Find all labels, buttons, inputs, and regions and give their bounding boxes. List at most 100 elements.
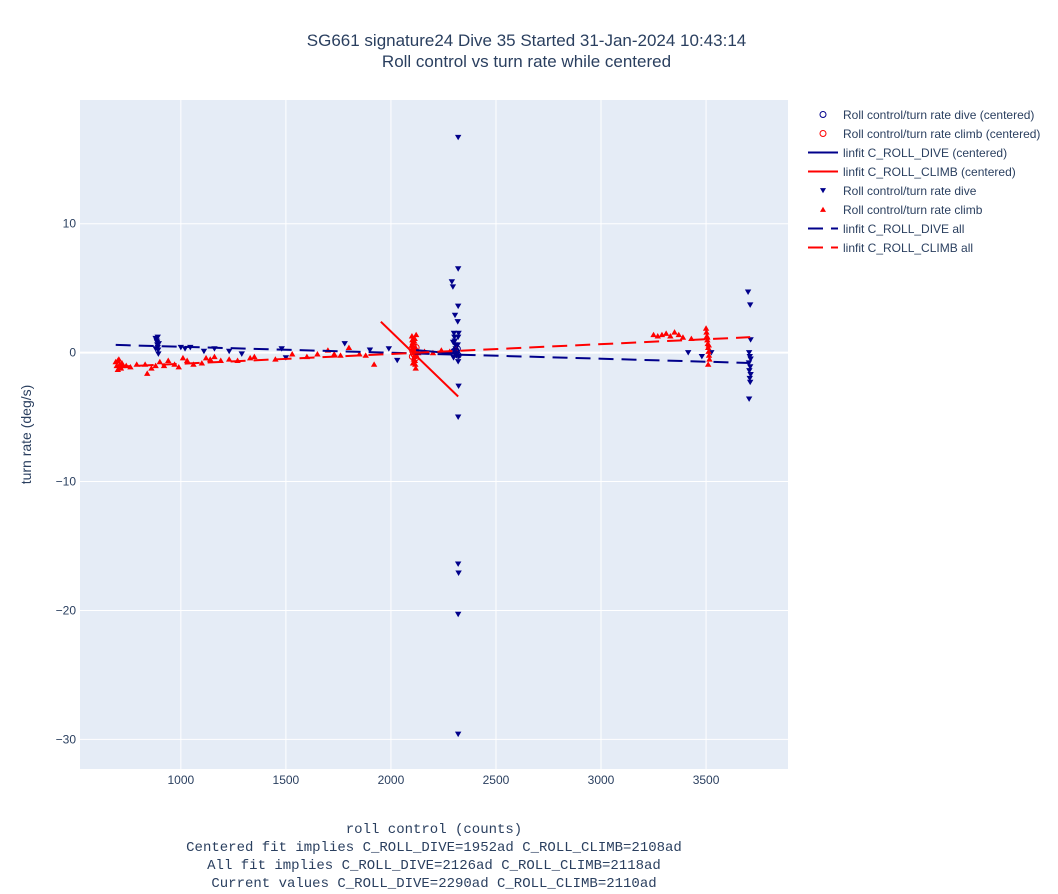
climb-point (409, 360, 417, 366)
climb-point (202, 354, 210, 361)
climb-point (704, 361, 712, 367)
dive-point (454, 414, 462, 420)
climb-point (314, 351, 321, 357)
legend-item[interactable]: linfit C_ROLL_CLIMB all (805, 238, 1040, 257)
dive-point (454, 134, 462, 141)
legend-symbol-icon (819, 130, 827, 137)
legend-item[interactable]: Roll control/turn rate climb (805, 200, 1040, 219)
climb-point (331, 351, 338, 357)
legend-item[interactable]: linfit C_ROLL_DIVE all (805, 219, 1040, 238)
plot-area (80, 100, 788, 769)
dive-point (454, 731, 462, 738)
legend-symbol-icon (808, 151, 838, 154)
dive-point (747, 372, 754, 378)
x-axis-label-line2: Centered fit implies C_ROLL_DIVE=1952ad … (186, 840, 682, 856)
dive-point (698, 353, 706, 360)
dive-point (454, 342, 461, 348)
x-tick-label: 2000 (378, 773, 405, 787)
y-tick-label: 10 (63, 217, 77, 231)
legend-label: linfit C_ROLL_CLIMB (centered) (843, 164, 1016, 179)
legend-label: Roll control/turn rate dive (843, 183, 977, 198)
dive-point (746, 379, 754, 386)
y-tick-label: 0 (69, 346, 76, 360)
legend-item[interactable]: Roll control/turn rate dive (centered) (805, 105, 1040, 124)
climb-point (114, 357, 122, 363)
dive-point (238, 351, 245, 357)
climb-point (288, 351, 296, 357)
climb-point (662, 330, 670, 336)
x-tick-label: 3500 (693, 773, 720, 787)
chart-title: SG661 signature24 Dive 35 Started 31-Jan… (80, 30, 973, 72)
climb-point (705, 352, 713, 358)
legend-label: linfit C_ROLL_CLIMB all (843, 240, 974, 255)
centered-point (819, 111, 827, 118)
x-tick-label: 1500 (273, 773, 300, 787)
dive-point (448, 279, 456, 285)
dive-point (449, 339, 457, 346)
dive-point (685, 350, 692, 356)
dive-point (744, 289, 752, 295)
dive-point (385, 346, 393, 352)
climb-point (179, 354, 187, 361)
dive-point (455, 330, 462, 337)
dive-point (745, 350, 753, 356)
climb-point (702, 325, 710, 331)
climb-point (225, 356, 233, 362)
series (380, 320, 459, 398)
legend-item[interactable]: Roll control/turn rate dive (805, 181, 1040, 200)
climb-point (412, 331, 420, 338)
climb-point (679, 334, 687, 340)
legend-symbol-icon (808, 170, 838, 173)
dive-point (746, 368, 753, 374)
climb-point (820, 206, 826, 212)
fit-line (115, 336, 751, 368)
climb-point (667, 333, 674, 339)
climb-point (704, 334, 711, 340)
legend-item[interactable]: Roll control/turn rate climb (centered) (805, 124, 1040, 143)
dive-point (455, 383, 462, 390)
y-tick-label: −10 (56, 475, 77, 489)
dive-point (154, 334, 161, 341)
legend[interactable]: Roll control/turn rate dive (centered) Ro… (805, 105, 1040, 257)
series (115, 336, 751, 368)
climb-point (705, 348, 712, 354)
dive-point (451, 312, 459, 319)
x-axis-label-line4: Current values C_ROLL_DIVE=2290ad C_ROLL… (211, 876, 657, 892)
legend-symbol-icon (819, 111, 827, 118)
climb-point (675, 331, 682, 338)
climb-point (211, 353, 218, 360)
legend-item[interactable]: linfit C_ROLL_CLIMB (centered) (805, 162, 1040, 181)
climb-point (144, 370, 151, 376)
legend-label: Roll control/turn rate climb (centered) (843, 126, 1041, 141)
climb-point (133, 361, 140, 367)
x-axis-label-line3: All fit implies C_ROLL_DIVE=2126ad C_ROL… (207, 858, 661, 874)
dive-point (454, 561, 462, 567)
chart-title-line1: SG661 signature24 Dive 35 Started 31-Jan… (306, 31, 747, 50)
climb-point (362, 352, 369, 358)
climb-point (370, 361, 378, 367)
climb-point (703, 329, 710, 335)
fit-line (115, 343, 751, 364)
dive-point (449, 284, 457, 290)
dive-point (746, 302, 754, 308)
climb-point (671, 329, 678, 335)
series (416, 349, 459, 355)
x-axis-label: roll control (counts) Centered fit impli… (80, 821, 788, 893)
dive-point (366, 347, 374, 353)
x-tick-label: 2500 (483, 773, 510, 787)
legend-symbol-icon (808, 246, 838, 249)
y-tick-label: −20 (56, 603, 77, 617)
dive-point (454, 266, 462, 272)
legend-item[interactable]: linfit C_ROLL_DIVE (centered) (805, 143, 1040, 162)
dive-point (454, 359, 462, 365)
legend-label: linfit C_ROLL_DIVE (centered) (843, 145, 1008, 160)
climb-point (207, 356, 214, 362)
climb-point (345, 344, 353, 351)
y-tick-labels: 10 0 −10 −20 −30 (56, 217, 77, 747)
x-tick-label: 3000 (588, 773, 615, 787)
traces (112, 134, 754, 738)
legend-symbol-icon (808, 227, 838, 230)
dive-point (454, 334, 462, 341)
climb-point (337, 352, 344, 358)
